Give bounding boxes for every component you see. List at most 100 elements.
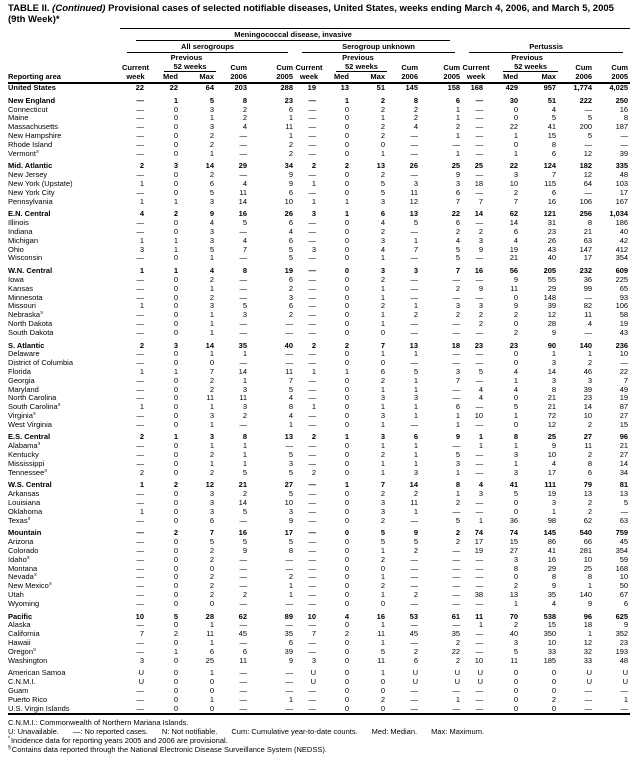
value-cell: 0 <box>173 554 178 564</box>
value-cell: 5 <box>455 253 461 263</box>
value-cell: 0 <box>344 226 349 236</box>
value-cell: 0 <box>513 139 519 149</box>
value-cell: 0 <box>173 310 178 320</box>
legend-item: U: Unavailable. <box>8 727 59 737</box>
value-cell: 27 <box>509 546 519 556</box>
value-cell: 3 <box>455 301 461 311</box>
value-cell: 0 <box>173 349 178 359</box>
value-cell: — <box>308 218 317 228</box>
table-row: Arkansas —0 3 2 5—0 2 2 1 3 5 19 13 13 <box>8 489 630 499</box>
row-label: W.S. Central <box>8 480 52 490</box>
value-cell: 2 <box>380 301 385 311</box>
value-cell: 62 <box>583 515 593 525</box>
value-cell: — <box>475 130 484 140</box>
value-cell: — <box>285 318 294 328</box>
value-cell: U <box>622 677 629 687</box>
value-cell: 2 <box>587 498 593 508</box>
value-cell: 0 <box>344 554 349 564</box>
value-cell: 21 <box>509 253 519 263</box>
table-row: Maine — 0 1 2 1 — 0 1 2 1 — 0 5 5 8 <box>8 114 630 123</box>
value-cell: 0 <box>173 170 178 180</box>
value-cell: 1 <box>242 441 247 451</box>
value-cell: 0 <box>513 113 519 123</box>
value-cell: — <box>136 537 145 547</box>
value-cell: 4 <box>288 393 293 403</box>
row-label: Alabama§ <box>8 442 41 451</box>
table-body: United States 22 22 64 203 288 19 13 51 145 158 168… <box>8 83 630 714</box>
value-cell: 1 <box>478 620 484 630</box>
value-cell: 0 <box>344 410 349 420</box>
value-cell: 1 <box>209 113 214 123</box>
value-cell: — <box>239 581 248 591</box>
value-cell: 1 <box>344 209 349 219</box>
value-cell: 2 <box>380 274 385 284</box>
value-cell: — <box>239 139 248 149</box>
value-cell: 50 <box>619 581 629 591</box>
value-cell: 1 <box>344 480 349 490</box>
value-cell: 3 <box>551 375 557 385</box>
value-cell: 8 <box>513 563 519 573</box>
value-cell: 1 <box>455 130 461 140</box>
value-cell: — <box>410 253 419 263</box>
value-cell: — <box>410 694 419 704</box>
value-cell: 9 <box>478 244 484 254</box>
value-cell: — <box>308 528 317 538</box>
row-label: Delaware <box>8 350 40 359</box>
row-label: New York (Upstate) <box>8 179 73 188</box>
value-cell: 18 <box>583 620 593 630</box>
value-cell: 3 <box>513 467 519 477</box>
value-cell: 5 <box>209 95 214 105</box>
value-cell: 3 <box>209 498 214 508</box>
value-cell: 5 <box>242 301 247 311</box>
value-cell: 3 <box>478 301 484 311</box>
value-cell: — <box>308 170 317 180</box>
value-cell: 0 <box>173 677 178 687</box>
value-cell: 6 <box>288 235 293 245</box>
value-cell: 5 <box>173 611 178 621</box>
value-cell: 1 <box>513 441 519 451</box>
value-cell: 6 <box>288 187 293 197</box>
row-label: Vermont§ <box>8 149 39 158</box>
value-cell: 0 <box>173 563 178 573</box>
row-label: New Hampshire <box>8 131 62 140</box>
value-cell: — <box>475 629 484 639</box>
col-header-current: Current <box>121 63 150 72</box>
value-cell: 5 <box>380 178 385 188</box>
value-cell: 2 <box>413 489 418 499</box>
value-cell: 1 <box>139 301 144 311</box>
value-cell: — <box>136 274 145 284</box>
value-cell: — <box>475 139 484 149</box>
value-cell: 42 <box>619 235 629 245</box>
value-cell: — <box>308 515 317 525</box>
value-cell: — <box>475 598 484 608</box>
value-cell: 1 <box>551 506 557 516</box>
value-cell: 3 <box>209 432 214 442</box>
value-cell: 1 <box>478 432 484 442</box>
row-label: North Carolina <box>8 394 57 403</box>
value-cell: 0 <box>344 441 349 451</box>
value-cell: 0 <box>344 244 349 254</box>
value-cell: 0 <box>344 235 349 245</box>
value-cell: — <box>452 441 461 451</box>
row-label: Maryland <box>8 385 39 394</box>
row-label: Missouri <box>8 302 36 311</box>
value-cell: 1 <box>173 432 178 442</box>
value-cell: 56 <box>509 266 519 276</box>
value-cell: 9 <box>513 301 519 311</box>
value-cell: U <box>477 668 484 678</box>
table-row: W.S. Central 1 2 12 21 27—1 7 14 8 4 41 111 79 81 <box>8 477 630 490</box>
value-cell: 0 <box>344 349 349 359</box>
value-cell: 6 <box>288 218 293 228</box>
value-cell: 1 <box>380 292 385 302</box>
row-label: Connecticut <box>8 105 48 114</box>
value-cell: — <box>136 572 145 582</box>
value-cell: 0 <box>344 694 349 704</box>
col-header-max: Max <box>357 72 390 84</box>
value-cell: — <box>136 393 145 403</box>
value-cell: — <box>239 703 248 713</box>
value-cell: 2 <box>288 283 293 293</box>
value-cell: 14 <box>474 209 484 219</box>
value-cell: 3 <box>413 178 418 188</box>
value-cell: 0 <box>173 410 178 420</box>
value-cell: 0 <box>173 441 178 451</box>
